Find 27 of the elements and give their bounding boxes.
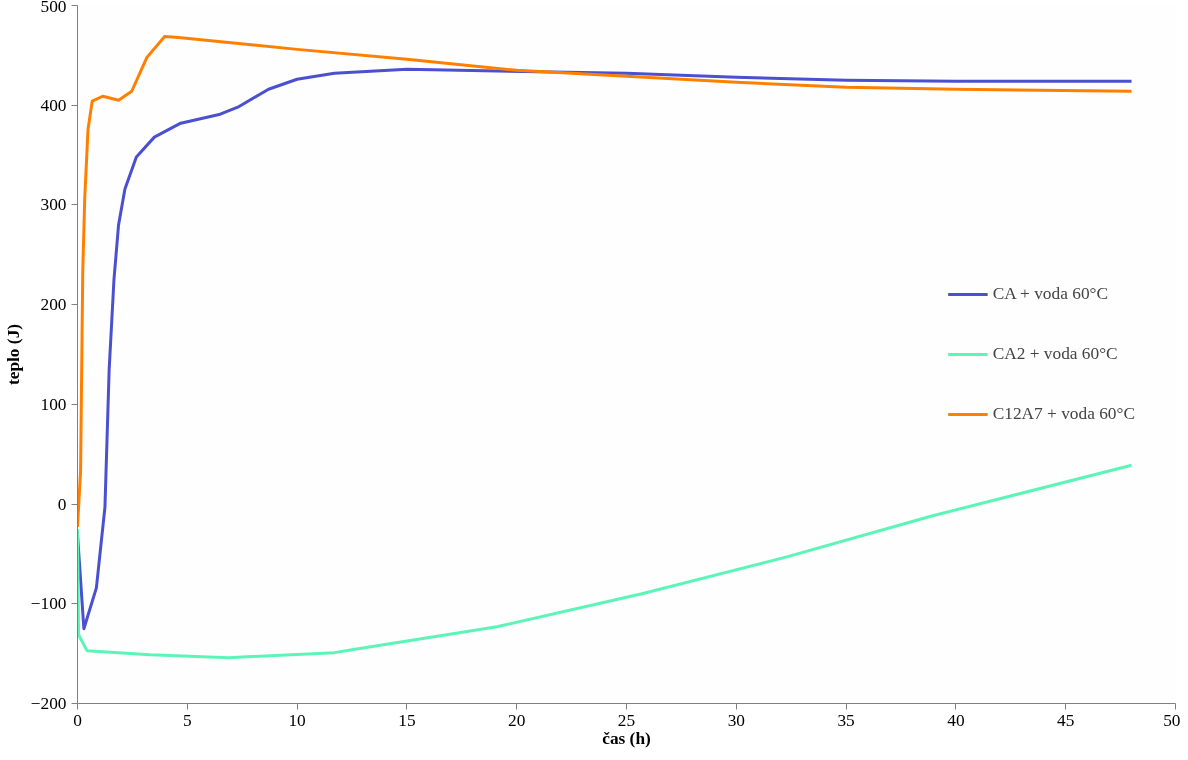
x-tick-label: 35: [837, 710, 855, 730]
x-tick-label: 25: [617, 710, 636, 730]
legend-label: CA2 + voda 60°C: [992, 344, 1118, 364]
legend-label: C12A7 + voda 60°C: [992, 404, 1135, 424]
x-tick-label: 20: [508, 710, 526, 730]
line-series: [77, 67, 1134, 631]
line-series: [77, 463, 1134, 660]
x-axis-title: čas (h): [602, 728, 652, 748]
x-tick-label: 0: [73, 710, 82, 730]
x-tick-label: 40: [947, 710, 965, 730]
y-tick-label: 400: [40, 95, 67, 115]
y-tick-label: −100: [30, 594, 67, 614]
x-tick-label: 15: [398, 710, 416, 730]
y-tick-label: 0: [57, 494, 67, 514]
line-series: [77, 34, 1134, 529]
y-tick-label: 300: [40, 195, 67, 215]
legend-label: CA + voda 60°C: [992, 284, 1109, 304]
x-tick-label: 30: [727, 710, 745, 730]
y-tick-label: 100: [40, 394, 67, 414]
y-tick-label: −200: [30, 694, 67, 713]
x-tick-label: 45: [1057, 710, 1075, 730]
x-tick-label: 10: [288, 710, 306, 730]
y-tick-label: 200: [40, 295, 67, 315]
x-tick-label: 50: [1163, 710, 1181, 730]
y-tick-label: 500: [40, 0, 67, 16]
y-axis-title: teplo (J): [3, 323, 23, 386]
x-tick-label: 5: [182, 710, 192, 730]
